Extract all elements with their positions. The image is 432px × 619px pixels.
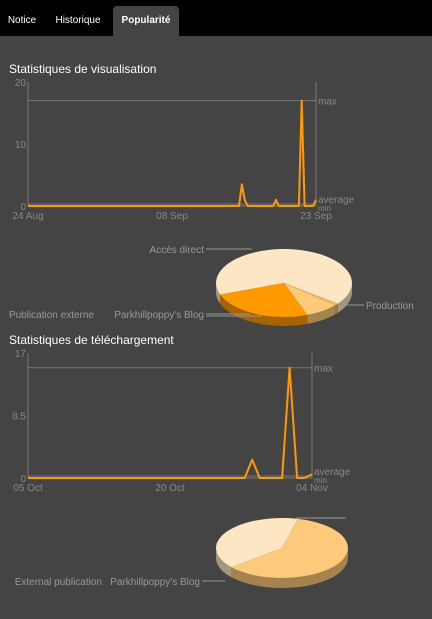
pie-label: Parkhillpoppy's Blog <box>114 310 204 321</box>
x-tick-label: 24 Aug <box>12 211 43 222</box>
pie-slice <box>231 518 348 578</box>
average-label: average <box>318 195 355 206</box>
min-label: min <box>318 204 331 213</box>
views-pie-chart: Accès direct Publication externe Parkhillp… <box>9 245 414 326</box>
views-section-title: Statistiques de visualisation <box>9 62 157 76</box>
x-tick-label: 05 Oct <box>13 483 43 494</box>
pie-label: External publication <box>15 577 102 588</box>
y-tick-label: 0 <box>20 474 26 485</box>
y-tick-label: 20 <box>15 78 27 89</box>
series-line <box>28 366 313 479</box>
pie-slice-side <box>216 283 221 304</box>
pie-label: Production <box>366 301 414 312</box>
pie-label: Publication externe <box>9 310 94 321</box>
pie-slice <box>216 518 298 568</box>
pie-slice-side <box>231 548 348 588</box>
max-label: max <box>314 364 333 375</box>
x-tick-label: 20 Oct <box>155 483 185 494</box>
min-label: min <box>314 476 327 485</box>
series-line <box>28 99 317 207</box>
pie-slice-side <box>220 294 308 326</box>
average-label: average <box>314 467 351 478</box>
pie-slice <box>284 283 336 315</box>
tab-popularite[interactable]: Popularité <box>113 6 179 36</box>
pie-slice-side <box>307 305 336 324</box>
pie-label: Parkhillpoppy's Blog <box>110 577 200 588</box>
pie-slice-side <box>216 548 232 578</box>
pie-slice <box>216 249 352 304</box>
tab-notice[interactable]: Notice <box>7 15 37 26</box>
tab-historique[interactable]: Historique <box>55 15 101 26</box>
pie-slice-side <box>335 303 338 315</box>
tab-bar: Notice Historique Popularité <box>0 0 432 36</box>
y-tick-label: 17 <box>15 349 27 360</box>
pie-slice <box>284 283 338 306</box>
max-label: max <box>318 97 337 108</box>
pie-slice <box>220 283 308 317</box>
downloads-pie-chart: External publication Parkhillpoppy's Blog <box>15 517 348 588</box>
y-tick-label: 8.5 <box>12 412 26 423</box>
x-tick-label: 04 Nov <box>296 483 328 494</box>
x-tick-label: 23 Sep <box>300 211 332 222</box>
pie-label: Accès direct <box>150 245 205 256</box>
downloads-section-title: Statistiques de téléchargement <box>9 333 174 347</box>
x-tick-label: 08 Sep <box>156 211 188 222</box>
y-tick-label: 10 <box>15 140 27 151</box>
pie-slice-side <box>337 283 352 313</box>
y-tick-label: 0 <box>20 202 26 213</box>
